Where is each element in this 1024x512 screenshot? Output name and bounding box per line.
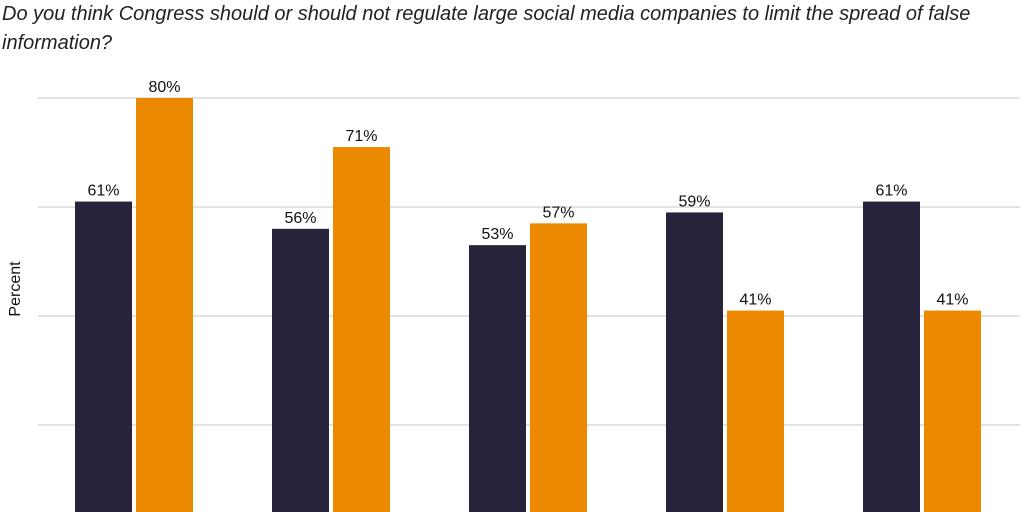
- chart-title: Do you think Congress should or should n…: [2, 3, 971, 54]
- bar: [469, 245, 526, 512]
- bar: [727, 310, 784, 512]
- bar: [136, 98, 193, 512]
- bar: [75, 201, 132, 512]
- bar: [272, 228, 329, 512]
- gridlines: [38, 97, 1020, 426]
- y-axis-label: Percent: [7, 261, 24, 317]
- data-labels: 61% 56% 53% 59% 61% 80% 71% 57% 41% 41%: [87, 79, 968, 309]
- bar-value-label: 59%: [678, 193, 710, 210]
- bar-value-label: 80%: [148, 79, 180, 96]
- bar: [924, 310, 981, 512]
- bars: [75, 98, 981, 512]
- bar-value-label: 71%: [345, 128, 377, 145]
- bar: [863, 201, 920, 512]
- bar-value-label: 53%: [481, 226, 513, 243]
- bar-value-label: 41%: [936, 292, 968, 309]
- bar-value-label: 56%: [284, 210, 316, 227]
- bar-value-label: 41%: [739, 292, 771, 309]
- bar: [333, 147, 390, 512]
- bar: [530, 223, 587, 512]
- bar-value-label: 61%: [875, 183, 907, 200]
- bar-value-label: 61%: [87, 183, 119, 200]
- bar-value-label: 57%: [542, 204, 574, 221]
- bar: [666, 212, 723, 512]
